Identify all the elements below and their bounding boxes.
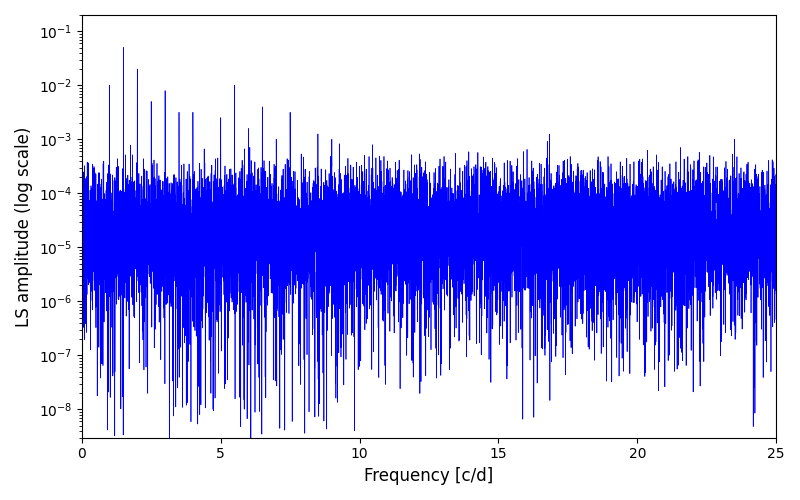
X-axis label: Frequency [c/d]: Frequency [c/d]	[364, 467, 494, 485]
Y-axis label: LS amplitude (log scale): LS amplitude (log scale)	[15, 126, 33, 326]
